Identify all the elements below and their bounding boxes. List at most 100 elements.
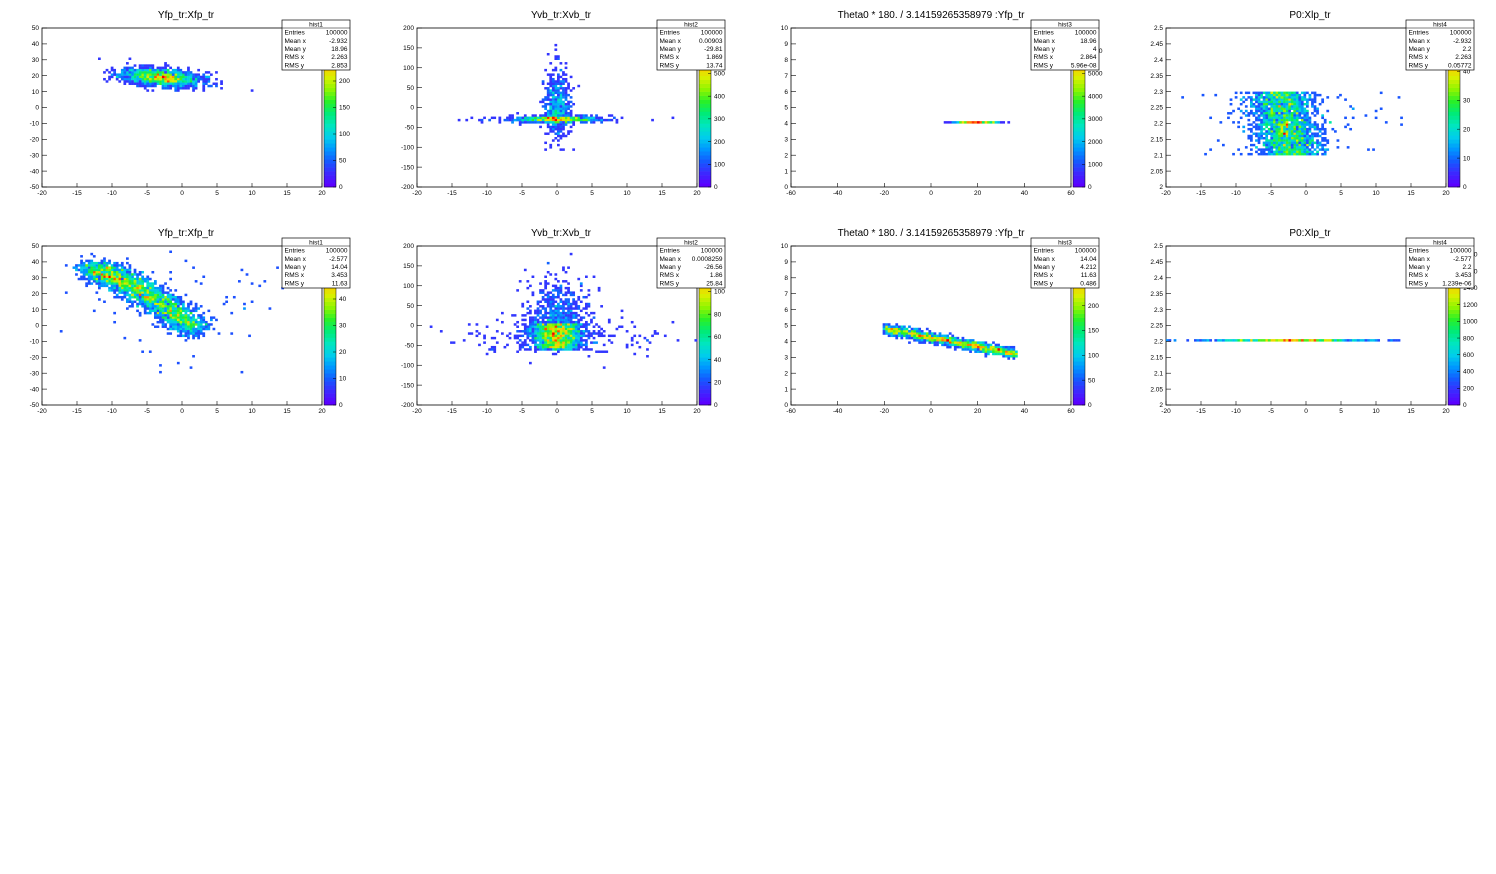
heatmap-bin [1306,127,1309,131]
heatmap-bin [1316,139,1319,142]
heatmap-bin [531,334,535,338]
stats-label: RMS y [660,280,680,287]
stats-value: 100000 [1075,30,1097,37]
colorbar-segment [1073,95,1085,100]
heatmap-bin [1265,134,1269,138]
heatmap-bin [115,284,119,288]
heatmap-bin [115,293,119,297]
x-tick-label: -20 [412,408,422,415]
heatmap-bin [544,320,548,324]
heatmap-bin [1362,339,1365,342]
heatmap-bin [572,116,576,120]
heatmap-bin [164,318,167,322]
heatmap-bin [506,334,509,338]
heatmap-bin [126,257,129,260]
heatmap-bin [564,280,568,283]
heatmap-bin [562,302,565,306]
heatmap-bin [536,314,540,317]
heatmap-bin [126,73,129,76]
heatmap-bin [562,341,565,344]
heatmap-bin [567,107,570,110]
heatmap-bin [574,307,578,310]
colorbar-segment [1073,155,1085,160]
heatmap-bin [105,261,109,265]
heatmap-bin [159,320,162,324]
heatmap-bin [1285,121,1289,124]
heatmap-bin [572,330,576,333]
stats-box-name: hist4 [1433,21,1447,28]
heatmap-bin [938,332,942,335]
heatmap-bin [562,305,565,308]
heatmap-bin [1290,148,1294,151]
heatmap-bin [141,73,145,76]
heatmap-bin [554,334,558,338]
heatmap-bin [549,109,553,113]
heatmap-bin [159,286,162,290]
heatmap-bin [1260,130,1263,133]
heatmap-bin [136,289,139,292]
heatmap-bins [943,121,1011,124]
heatmap-bin [197,325,201,328]
colorbar-segment [1448,107,1460,112]
heatmap-bin [1298,125,1302,129]
heatmap-bin [544,323,548,326]
heatmap-bin [151,286,155,290]
y-tick-label: -30 [30,370,40,377]
heatmap-bin [148,277,152,281]
heatmap-bin [567,314,570,317]
heatmap-bin [182,334,185,338]
heatmap-bin [194,305,198,308]
heatmap-bin [1234,96,1238,99]
x-tick-label: 20 [974,408,982,415]
heatmap-bin [192,266,195,269]
heatmap-bin [1367,148,1370,151]
heatmap-bin [161,87,165,90]
x-tick-label: 10 [623,190,631,197]
heatmap-bin [1313,121,1317,124]
heatmap-bin [546,300,550,303]
heatmap-bin [126,307,129,310]
heatmap-bin [526,336,530,340]
heatmap-bin [82,266,86,269]
heatmap-bin [120,298,124,301]
heatmap-bin [1247,114,1251,117]
heatmap-bin [1012,355,1016,358]
heatmap-bin [582,325,586,328]
heatmap-bin [240,370,244,374]
heatmap-bin [176,330,180,333]
heatmap-bin [1250,143,1253,147]
heatmap-bin [118,273,122,276]
heatmap-bin [557,336,560,340]
heatmap-bin [572,102,576,106]
heatmap-bin [123,295,127,299]
heatmap-bin [918,330,922,333]
heatmap-bin [204,325,208,328]
heatmap-bin [546,323,550,326]
heatmap-bin [100,275,104,278]
heatmap-bin [1344,339,1347,342]
heatmap-bin [131,289,134,292]
heatmap-bin [597,289,601,292]
heatmap-bin [1247,118,1251,122]
heatmap-bin [541,298,545,301]
x-tick-label: -15 [447,190,457,197]
heatmap-bin [549,291,553,294]
heatmap-bin [557,134,560,138]
heatmap-bin [120,286,124,290]
heatmap-bin [882,330,886,333]
stats-box-name: hist4 [1433,239,1447,246]
heatmap-bin [551,336,555,340]
heatmap-bin [146,305,150,308]
heatmap-bin [1308,137,1312,140]
heatmap-bin [630,339,634,342]
heatmap-bin [1255,127,1258,131]
heatmap-bin [156,291,160,294]
heatmap-bin [1275,114,1279,117]
heatmap-bin [554,114,558,117]
heatmap-bin [536,118,540,122]
heatmap-bin [974,348,978,351]
heatmap-bin [1004,348,1008,351]
heatmap-bin [557,75,560,79]
stats-label: Mean x [660,38,682,45]
heatmap-bin [151,289,155,292]
